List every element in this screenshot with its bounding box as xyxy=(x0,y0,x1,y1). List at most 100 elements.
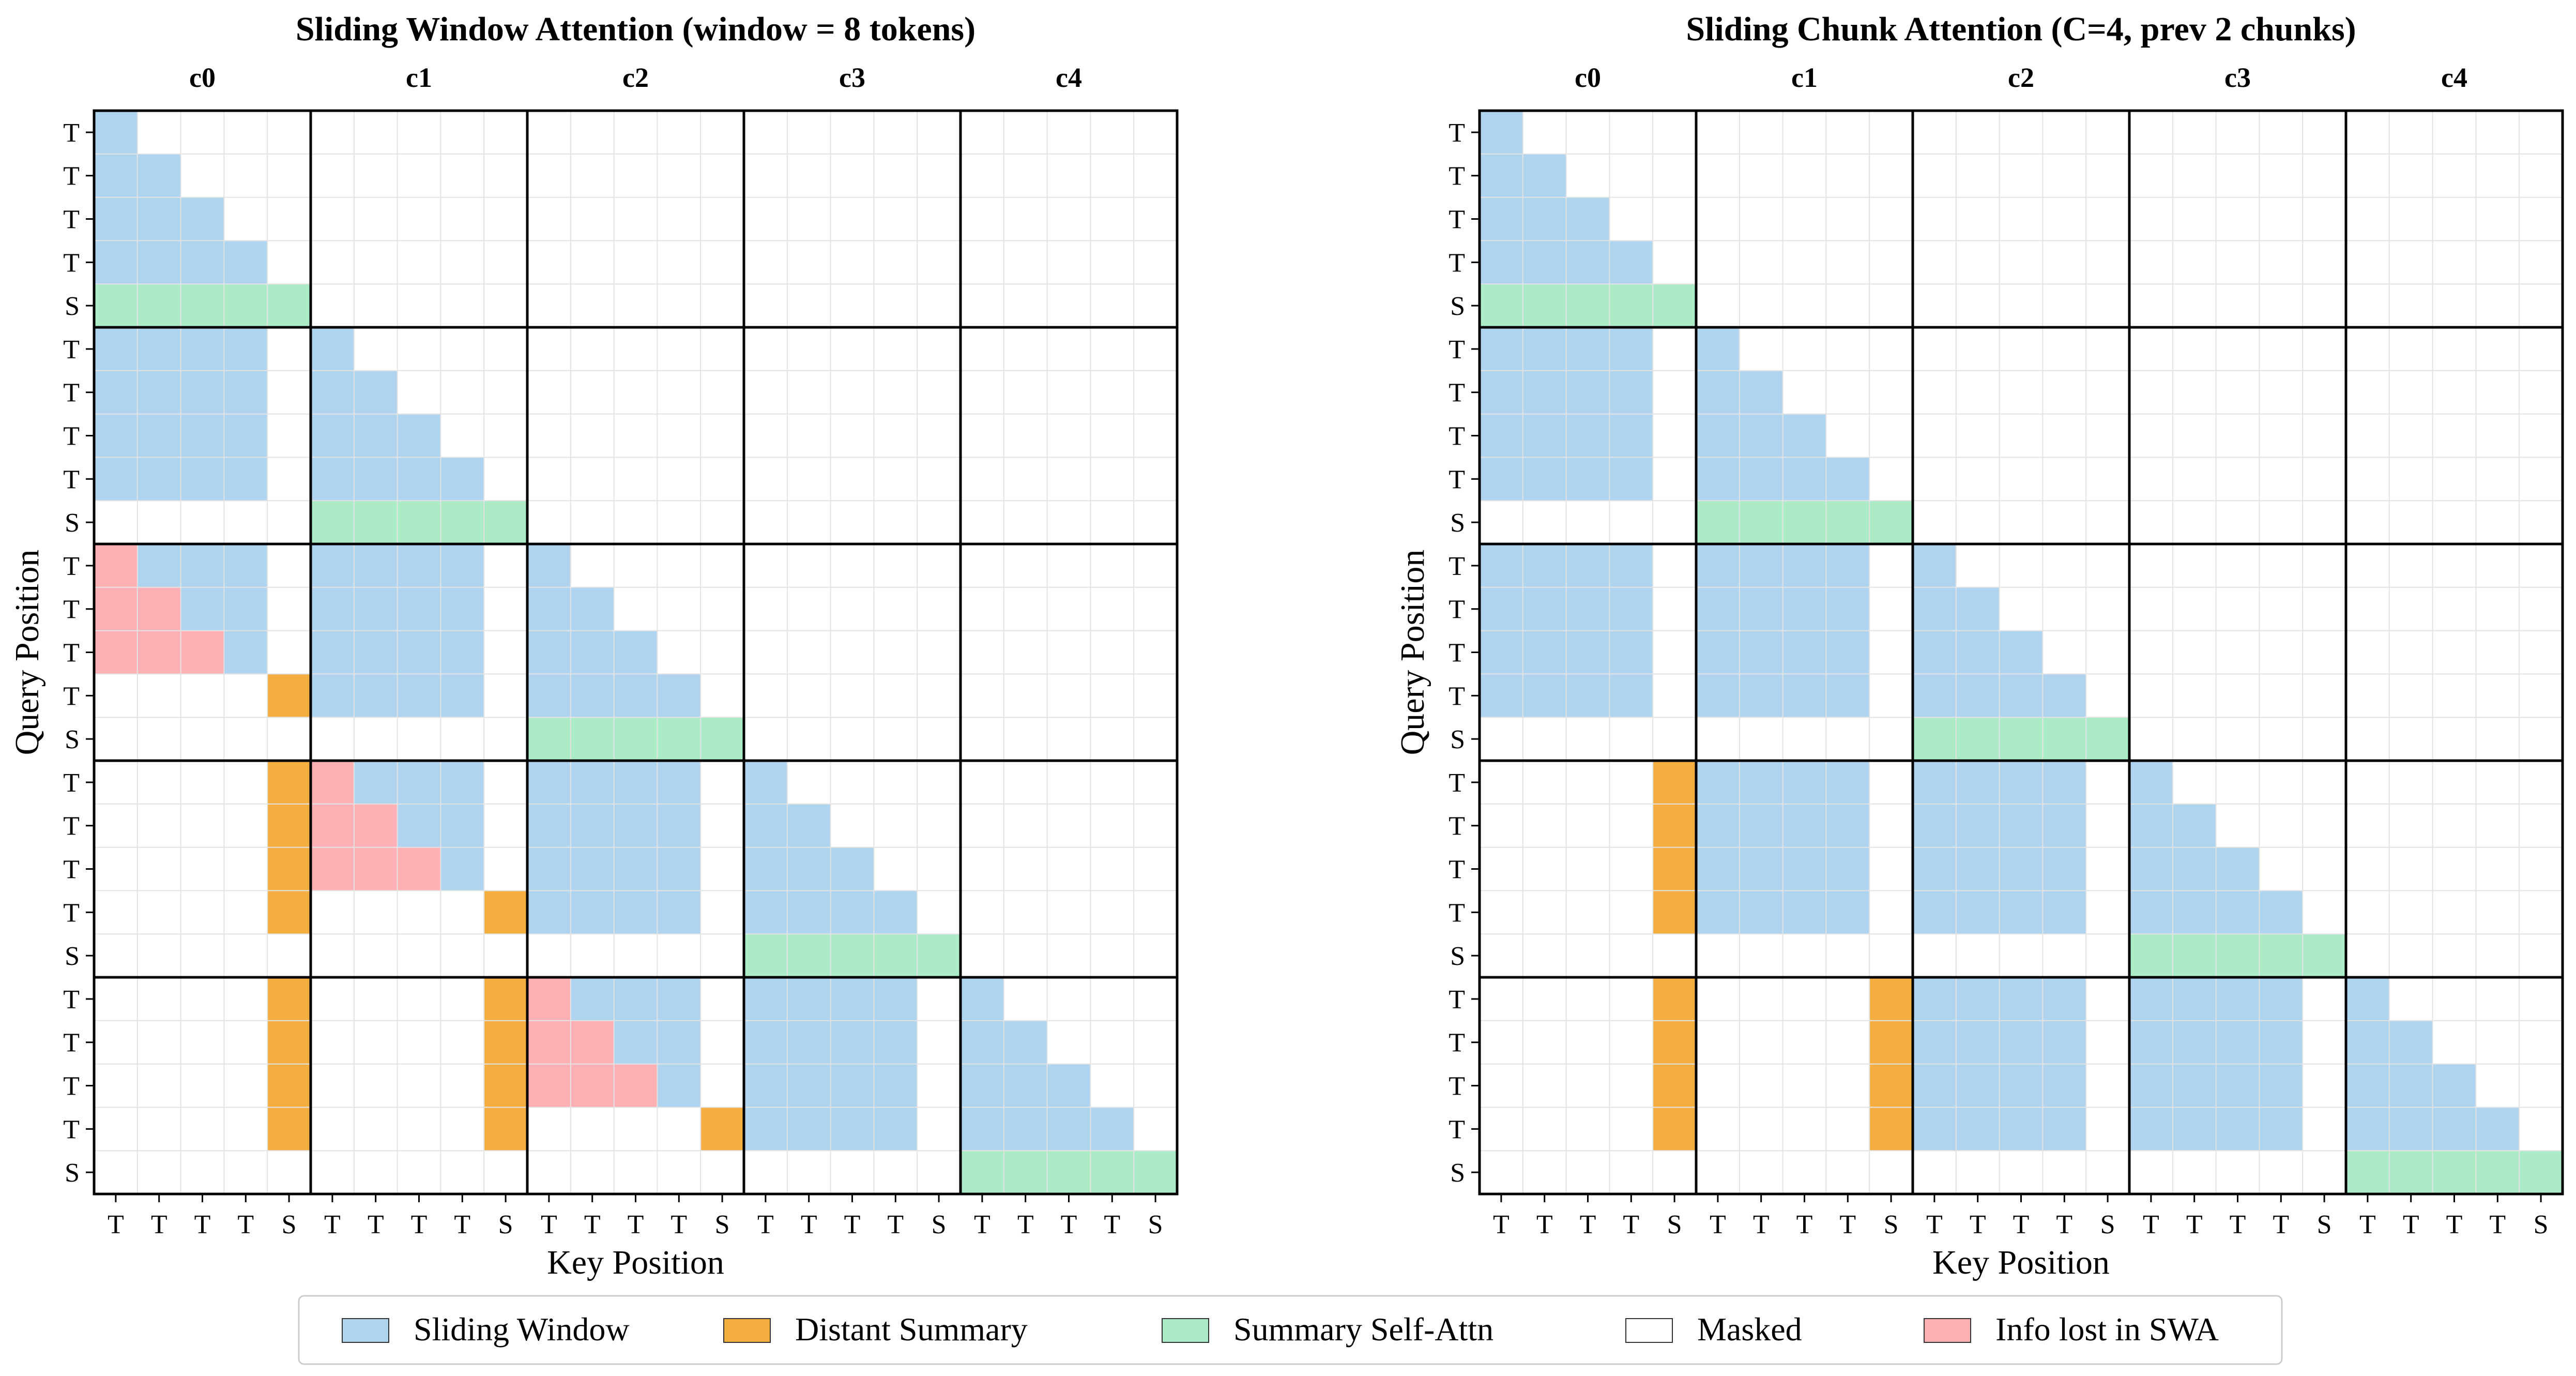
attention-cell xyxy=(961,1107,1004,1151)
attention-cell xyxy=(1090,1107,1134,1151)
attention-cell xyxy=(2346,1151,2390,1194)
y-tick-label: T xyxy=(1449,1115,1465,1144)
attention-cell xyxy=(2216,890,2260,934)
attention-cell xyxy=(94,154,138,198)
x-tick-label: T xyxy=(1104,1210,1120,1239)
attention-cell xyxy=(137,370,181,415)
attention-cell xyxy=(787,977,831,1021)
x-tick-label: T xyxy=(368,1210,384,1239)
attention-cell xyxy=(1999,890,2043,934)
attention-cell xyxy=(1782,847,1826,891)
attention-cell xyxy=(2129,1064,2173,1108)
attention-cell xyxy=(2259,890,2303,934)
attention-cell xyxy=(137,284,181,328)
attention-cell xyxy=(1869,1107,1913,1151)
y-tick-label: T xyxy=(63,595,80,625)
x-tick-label: T xyxy=(1839,1210,1856,1239)
x-tick-label: T xyxy=(108,1210,124,1239)
y-tick-label: T xyxy=(63,985,80,1015)
x-axis-label: Key Position xyxy=(547,1244,724,1281)
attention-cell xyxy=(744,890,788,934)
attention-cell xyxy=(527,544,571,588)
attention-cell xyxy=(1522,240,1567,284)
attention-cell xyxy=(2129,890,2173,934)
attention-cell xyxy=(1522,630,1567,674)
y-tick-label: T xyxy=(63,335,80,365)
attention-cell xyxy=(2172,804,2217,848)
attention-cell xyxy=(180,197,224,241)
attention-cell xyxy=(614,674,658,718)
attention-cell xyxy=(1739,544,1784,588)
attention-cell xyxy=(570,977,615,1021)
attention-cell xyxy=(744,804,788,848)
attention-cell xyxy=(354,370,398,415)
attention-cell xyxy=(1522,284,1567,328)
attention-cell xyxy=(224,457,268,501)
attention-cell xyxy=(917,934,961,978)
attention-cell xyxy=(137,544,181,588)
attention-cell xyxy=(570,674,615,718)
attention-cell xyxy=(1696,501,1740,545)
attention-cell xyxy=(440,457,484,501)
attention-cell xyxy=(1826,501,1870,545)
attention-cell xyxy=(744,847,788,891)
attention-cell xyxy=(700,717,744,761)
y-tick-label: T xyxy=(1449,162,1465,191)
attention-cell xyxy=(2129,1020,2173,1065)
attention-cell xyxy=(961,1020,1004,1065)
attention-cell xyxy=(1739,370,1784,415)
attention-cell xyxy=(1522,674,1567,718)
attention-cell xyxy=(1522,154,1567,198)
attention-cell xyxy=(1609,327,1653,371)
chunk-label: c0 xyxy=(1575,62,1601,93)
attention-cell xyxy=(440,674,484,718)
attention-cell xyxy=(2042,977,2086,1021)
attention-cell xyxy=(180,240,224,284)
attention-cell xyxy=(1566,674,1610,718)
attention-cell xyxy=(1566,197,1610,241)
attention-cell xyxy=(527,1064,571,1108)
attention-cell xyxy=(1522,457,1567,501)
attention-cell xyxy=(570,890,615,934)
attention-cell xyxy=(2259,934,2303,978)
attention-cell xyxy=(94,414,138,458)
attention-cell xyxy=(397,761,441,805)
attention-cell xyxy=(657,717,701,761)
attention-cell xyxy=(1913,630,1957,674)
attention-cell xyxy=(1696,370,1740,415)
x-tick-label: T xyxy=(1536,1210,1553,1239)
x-tick-label: T xyxy=(2013,1210,2030,1239)
attention-cell xyxy=(224,587,268,631)
attention-cell xyxy=(614,847,658,891)
attention-cell xyxy=(1826,890,1870,934)
y-tick-label: S xyxy=(65,292,80,321)
y-tick-label: T xyxy=(63,682,80,711)
y-tick-label: T xyxy=(1449,682,1465,711)
legend-swatch xyxy=(1924,1318,1971,1343)
attention-cell xyxy=(2259,1020,2303,1065)
attention-cells xyxy=(1480,111,2563,1194)
attention-cell xyxy=(830,1064,874,1108)
attention-cell xyxy=(1739,587,1784,631)
y-tick-label: T xyxy=(63,118,80,148)
attention-cell xyxy=(1480,111,1523,155)
attention-cell xyxy=(180,630,224,674)
attention-cell xyxy=(1696,847,1740,891)
legend-swatch xyxy=(1162,1318,1209,1343)
attention-cell xyxy=(744,934,788,978)
y-tick-label: T xyxy=(1449,205,1465,235)
attention-cell xyxy=(1826,674,1870,718)
chart-title: Sliding Chunk Attention (C=4, prev 2 chu… xyxy=(1686,10,2356,48)
x-tick-label: T xyxy=(1580,1210,1596,1239)
attention-cell xyxy=(484,1020,528,1065)
attention-cell xyxy=(2172,847,2217,891)
attention-cell xyxy=(180,414,224,458)
attention-cell xyxy=(1782,630,1826,674)
attention-cell xyxy=(1566,327,1610,371)
x-tick-label: T xyxy=(584,1210,601,1239)
attention-cell xyxy=(354,761,398,805)
attention-cell xyxy=(267,847,311,891)
y-tick-label: T xyxy=(63,898,80,928)
attention-cell xyxy=(2432,1064,2476,1108)
attention-cell xyxy=(1913,587,1957,631)
